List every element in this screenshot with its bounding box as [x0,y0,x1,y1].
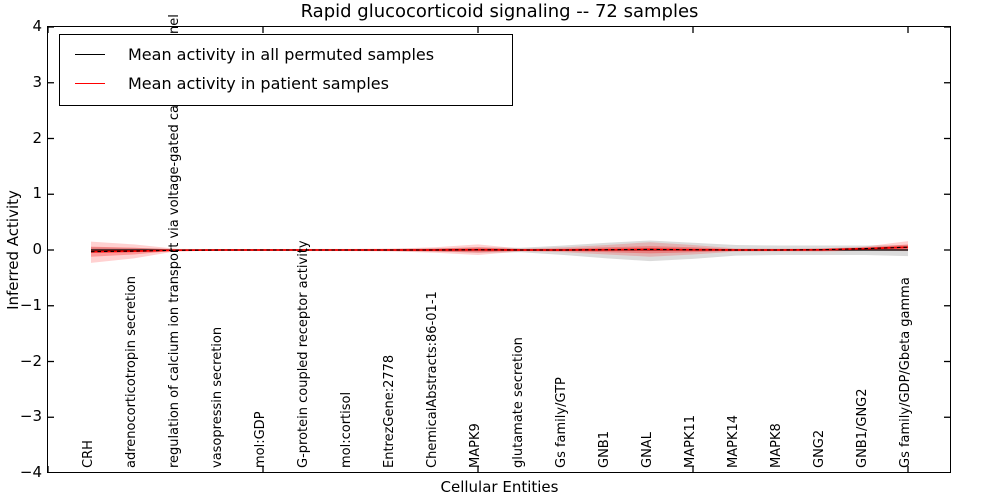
y-tick-label: 4 [32,17,42,35]
x-category-label: Gs family/GTP [554,377,569,468]
Mean-activity-in-patient-samples-line [90,246,909,253]
y-tick-label: 2 [32,128,42,147]
x-category-label: MAPK14 [726,414,741,468]
x-category-label: CRH [81,440,96,468]
legend-box: Mean activity in all permuted samples Me… [59,34,513,106]
x-category-label: MAPK8 [769,423,784,468]
x-axis-label: Cellular Entities [440,478,559,496]
patient-line-swatch-icon [75,83,105,84]
x-category-label: vasopressin secretion [210,326,225,468]
x-category-label: GNB1/GNG2 [855,388,870,468]
y-tick-label: −3 [19,407,42,426]
x-category-label: MAPK9 [468,423,483,468]
x-category-label: mol:cortisol [339,391,354,468]
x-category-label: MAPK11 [683,414,698,468]
x-category-label: ChemicalAbstracts:86-01-1 [425,291,440,468]
x-category-label: GNG2 [812,429,827,468]
x-category-label: GNAL [640,432,655,468]
permuted-line-swatch-icon [75,54,105,55]
y-tick-label: −2 [19,351,42,370]
x-category-label: glutamate secretion [511,337,526,468]
y-tick-label: −1 [19,295,42,314]
x-category-label: mol:GDP [253,411,268,468]
patient-samples-std-outer-band [91,241,908,263]
x-category-label: GNB1 [597,431,612,468]
legend-label-patient: Mean activity in patient samples [128,74,389,93]
y-tick-label: 3 [32,72,42,91]
x-category-label: Gs family/GDP/Gbeta gamma [898,277,913,468]
permuted-samples-std-band [91,240,908,262]
y-tick-label: 0 [32,240,42,258]
y-tick-label: 1 [32,184,42,203]
chart-canvas [48,27,950,472]
chart-title: Rapid glucocorticoid signaling -- 72 sam… [300,1,699,22]
x-category-label: G-protein coupled receptor activity [296,240,311,468]
x-category-label: EntrezGene:2778 [382,354,397,468]
x-category-label: adrenocorticotropin secretion [124,276,139,468]
legend-row: Mean activity in all permuted samples [60,40,512,69]
legend-label-permuted: Mean activity in all permuted samples [128,45,435,64]
y-tick-label: −4 [19,463,42,481]
legend-row: Mean activity in patient samples [60,69,512,98]
